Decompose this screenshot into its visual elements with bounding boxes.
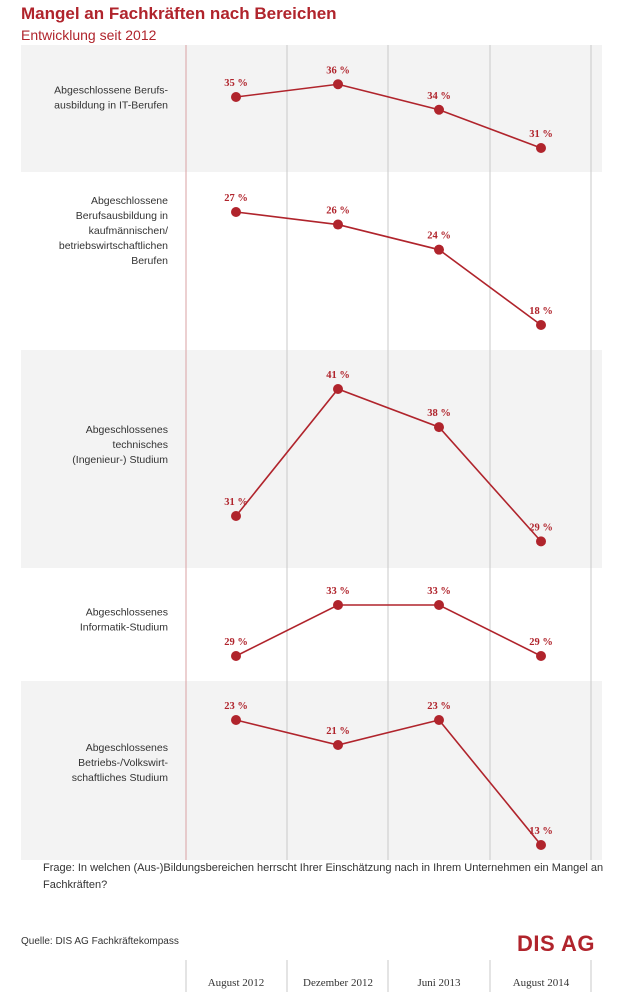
data-point-3-3 bbox=[434, 422, 444, 433]
data-label-5-4: 13 % bbox=[529, 826, 553, 837]
data-point-1-1 bbox=[231, 92, 241, 102]
data-label-1-4: 31 % bbox=[529, 129, 553, 140]
row-band-1 bbox=[21, 45, 602, 172]
row-band-3 bbox=[21, 350, 602, 568]
survey-question: Frage: In welchen (Aus-)Bildungsbereiche… bbox=[43, 862, 604, 891]
row-label-4-line-2: Informatik-Studium bbox=[80, 622, 168, 634]
data-label-2-4: 18 % bbox=[529, 306, 553, 317]
data-point-1-4 bbox=[536, 143, 546, 153]
data-label-4-3: 33 % bbox=[427, 586, 451, 597]
data-point-5-4 bbox=[536, 840, 546, 850]
data-label-2-2: 26 % bbox=[326, 206, 350, 217]
data-label-4-4: 29 % bbox=[529, 637, 553, 648]
row-label-3-line-3: (Ingenieur-) Studium bbox=[72, 454, 168, 466]
dis-ag-logo: DIS AG bbox=[517, 931, 595, 956]
data-label-2-1: 27 % bbox=[224, 193, 248, 204]
row-label-3-line-2: technisches bbox=[113, 439, 168, 451]
row-label-5-line-3: schaftliches Studium bbox=[72, 772, 169, 784]
data-point-3-2 bbox=[333, 384, 343, 394]
data-label-4-1: 29 % bbox=[224, 637, 248, 648]
data-point-3-1 bbox=[231, 511, 241, 521]
series-line-4 bbox=[235, 604, 542, 657]
row-label-4-line-1: Abgeschlossenes bbox=[86, 607, 168, 619]
data-point-4-3 bbox=[434, 600, 444, 610]
x-tick-label-1: August 2012 bbox=[208, 977, 265, 989]
data-point-2-1 bbox=[231, 207, 241, 217]
row-label-3-line-1: Abgeschlossenes bbox=[86, 424, 168, 436]
series-line-1 bbox=[235, 83, 542, 149]
source-note: Quelle: DIS AG Fachkräftekompass bbox=[21, 936, 179, 947]
series-line-3 bbox=[235, 388, 542, 542]
data-label-5-2: 21 % bbox=[326, 726, 350, 737]
data-point-1-3 bbox=[434, 104, 444, 115]
data-point-4-4 bbox=[536, 651, 546, 661]
data-point-5-3 bbox=[434, 715, 444, 725]
data-label-5-1: 23 % bbox=[224, 701, 248, 712]
data-point-4-2 bbox=[333, 600, 343, 610]
data-label-3-3: 38 % bbox=[427, 408, 451, 419]
data-label-3-2: 41 % bbox=[326, 370, 350, 381]
data-point-2-2 bbox=[333, 219, 343, 230]
data-point-1-2 bbox=[333, 79, 343, 90]
row-label-2-line-5: Berufen bbox=[131, 255, 168, 267]
row-label-2-line-3: kaufmännischen/ bbox=[89, 225, 168, 237]
x-tick-label-2: Dezember 2012 bbox=[303, 977, 373, 989]
x-tick-label-3: Juni 2013 bbox=[417, 977, 461, 989]
data-label-3-1: 31 % bbox=[224, 497, 248, 508]
row-label-2-line-4: betriebswirtschaftlichen bbox=[59, 240, 168, 252]
data-point-5-2 bbox=[333, 740, 343, 750]
row-label-5-line-1: Abgeschlossenes bbox=[86, 742, 168, 754]
series-line-2 bbox=[235, 211, 542, 326]
data-label-1-3: 34 % bbox=[427, 91, 451, 102]
row-label-1-line-1: Abgeschlossene Berufs- bbox=[54, 85, 168, 97]
row-band-5 bbox=[21, 681, 602, 860]
data-point-2-3 bbox=[434, 244, 444, 255]
row-label-5-line-2: Betriebs-/Volkswirt- bbox=[78, 757, 168, 769]
data-point-5-1 bbox=[231, 715, 241, 725]
series-line-5 bbox=[235, 719, 542, 846]
chart-subtitle: Entwicklung seit 2012 bbox=[21, 27, 157, 43]
data-point-2-4 bbox=[536, 320, 546, 330]
data-point-4-1 bbox=[231, 651, 241, 661]
data-label-4-2: 33 % bbox=[326, 586, 350, 597]
data-label-1-1: 35 % bbox=[224, 78, 248, 89]
row-label-1-line-2: ausbildung in IT-Berufen bbox=[54, 100, 168, 112]
data-label-3-4: 29 % bbox=[529, 522, 553, 533]
row-label-2-line-2: Berufsausbildung in bbox=[76, 210, 168, 222]
x-tick-label-4: August 2014 bbox=[513, 977, 570, 989]
chart-title: Mangel an Fachkräften nach Bereichen bbox=[21, 4, 337, 23]
row-label-2-line-1: Abgeschlossene bbox=[91, 195, 168, 207]
data-label-5-3: 23 % bbox=[427, 701, 451, 712]
data-point-3-4 bbox=[536, 536, 546, 547]
data-label-2-3: 24 % bbox=[427, 231, 451, 242]
data-label-1-2: 36 % bbox=[326, 65, 350, 76]
